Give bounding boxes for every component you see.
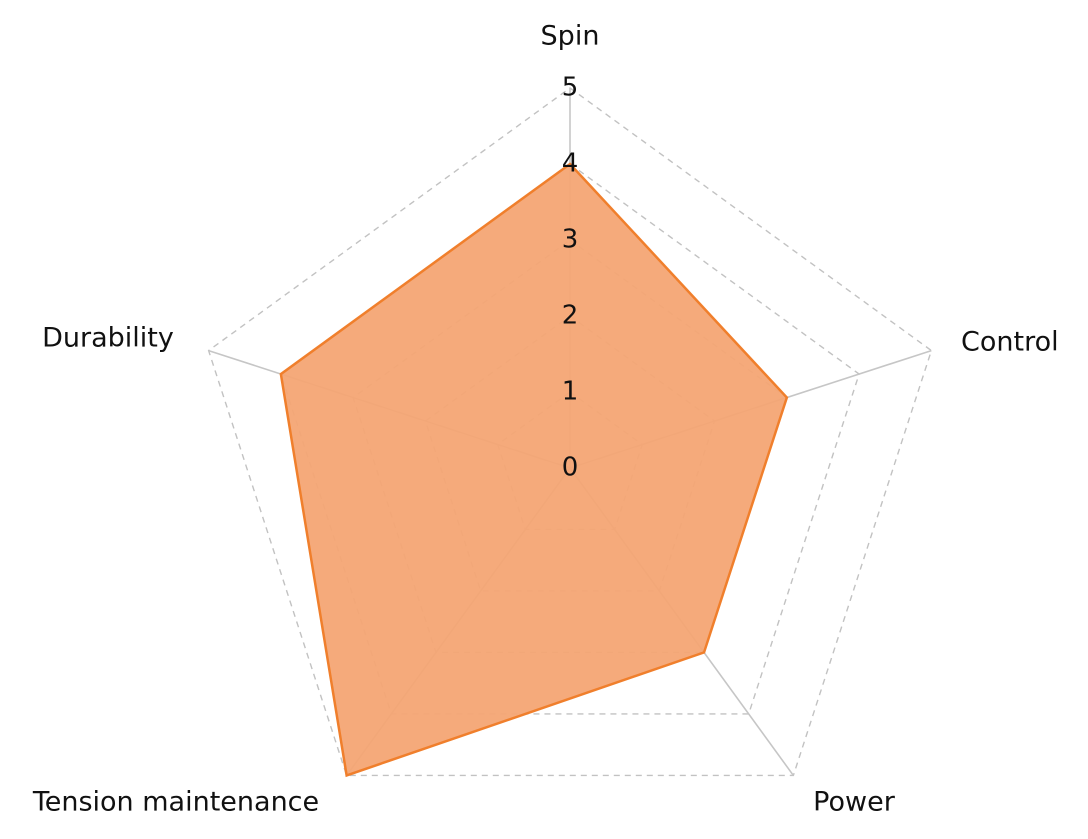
tick-label-1: 1	[562, 377, 579, 407]
tick-label-3: 3	[562, 225, 579, 255]
axis-label-durability: Durability	[42, 323, 174, 354]
axis-label-tension-maintenance: Tension maintenance	[32, 787, 319, 818]
axis-label-spin: Spin	[541, 21, 600, 52]
axis-label-control: Control	[961, 327, 1059, 358]
axis-label-power: Power	[813, 787, 896, 818]
tick-label-5: 5	[562, 73, 579, 103]
series-area-0	[279, 162, 789, 778]
tick-label-4: 4	[562, 149, 579, 179]
tick-layer: 0 1 2 3 4 5	[562, 73, 579, 483]
series-layer	[279, 162, 789, 778]
label-layer: Spin Control Power Tension maintenance Durab…	[32, 21, 1059, 818]
grid-ring-5	[207, 87, 933, 777]
tick-label-0: 0	[562, 453, 579, 483]
tick-label-2: 2	[562, 301, 579, 331]
